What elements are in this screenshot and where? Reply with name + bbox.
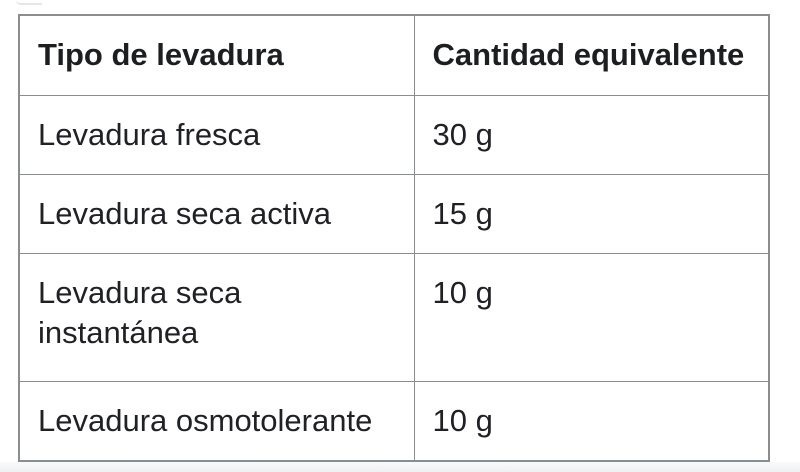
quantity-cell: 10 g	[413, 380, 770, 461]
table-row: Levadura fresca 30 g	[18, 94, 770, 175]
yeast-type-cell: Levadura seca instantánea	[18, 252, 415, 382]
page-background-strip	[0, 462, 800, 472]
table-header-row: Tipo de levadura Cantidad equivalente	[18, 14, 770, 96]
quantity-cell: 15 g	[413, 173, 770, 254]
table-row: Levadura seca activa 15 g	[18, 173, 770, 254]
column-header-equivalent-quantity: Cantidad equivalente	[413, 14, 770, 96]
column-header-yeast-type: Tipo de levadura	[18, 14, 415, 96]
yeast-equivalence-table: Tipo de levadura Cantidad equivalente Le…	[18, 14, 770, 462]
yeast-type-cell: Levadura seca activa	[18, 173, 415, 254]
table-row: Levadura osmotolerante 10 g	[18, 380, 770, 461]
quantity-cell: 30 g	[413, 94, 770, 175]
quantity-cell: 10 g	[413, 252, 770, 382]
yeast-type-cell: Levadura fresca	[18, 94, 415, 175]
cutoff-element-fragment	[16, 0, 42, 5]
table-row: Levadura seca instantánea 10 g	[18, 252, 770, 382]
yeast-type-cell: Levadura osmotolerante	[18, 380, 415, 461]
